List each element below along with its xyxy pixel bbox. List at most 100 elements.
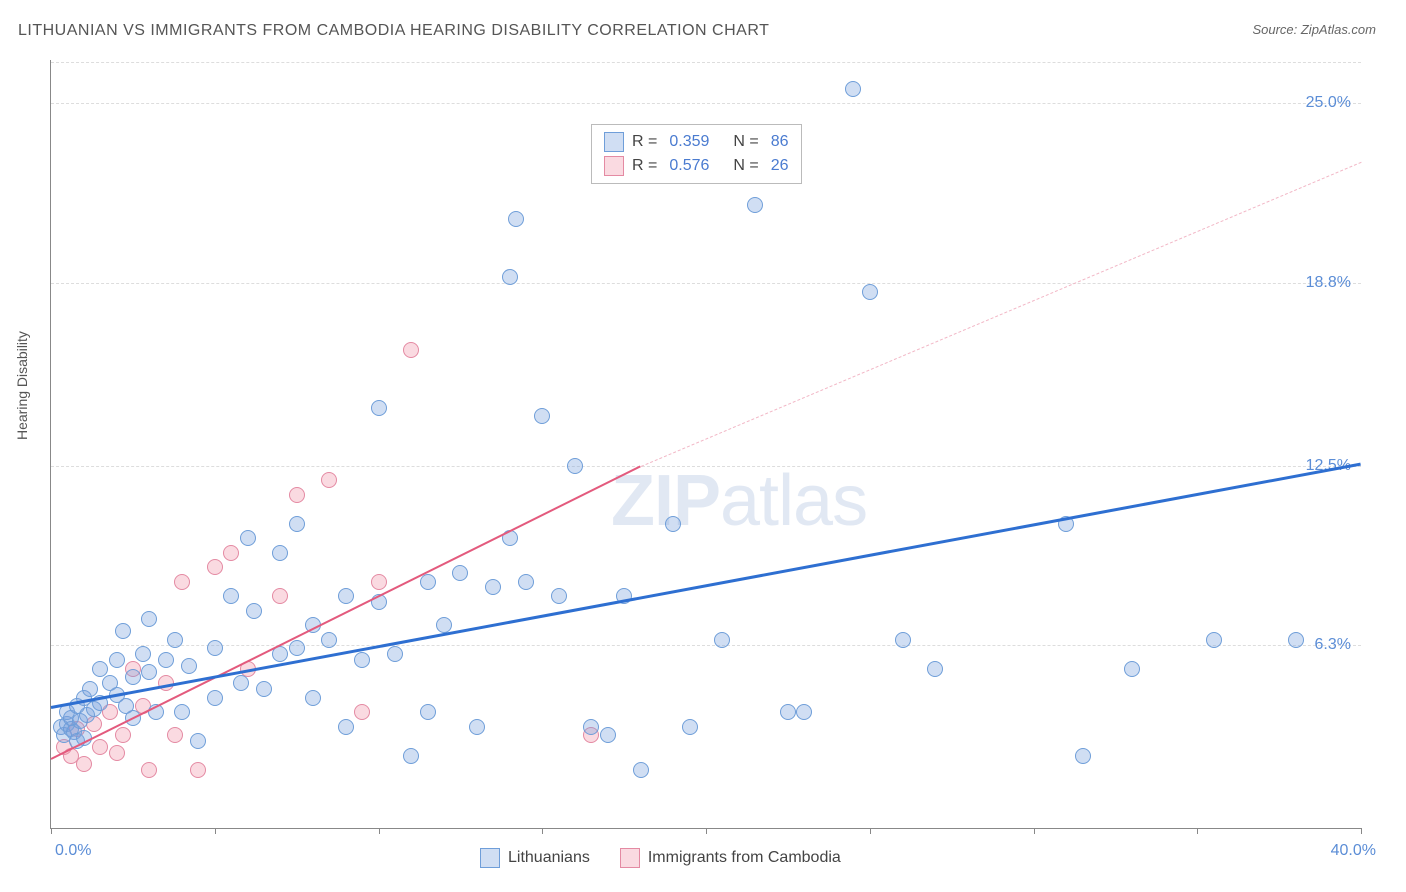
data-point — [714, 632, 730, 648]
data-point — [321, 472, 337, 488]
data-point — [305, 690, 321, 706]
data-point — [682, 719, 698, 735]
data-point — [567, 458, 583, 474]
data-point — [207, 559, 223, 575]
data-point — [115, 623, 131, 639]
data-point — [633, 762, 649, 778]
y-tick-label: 25.0% — [1306, 94, 1351, 112]
data-point — [240, 530, 256, 546]
data-point — [1124, 661, 1140, 677]
data-point — [207, 640, 223, 656]
gridline — [51, 645, 1361, 646]
x-tick — [51, 828, 52, 834]
series-a-name: Lithuanians — [508, 849, 590, 867]
data-point — [109, 745, 125, 761]
data-point — [665, 516, 681, 532]
x-tick — [706, 828, 707, 834]
data-point — [371, 400, 387, 416]
data-point — [167, 632, 183, 648]
data-point — [452, 565, 468, 581]
legend-series: Lithuanians Immigrants from Cambodia — [480, 848, 841, 868]
data-point — [354, 652, 370, 668]
gridline — [51, 283, 1361, 284]
x-axis-start-label: 0.0% — [55, 842, 91, 860]
y-tick-label: 18.8% — [1306, 274, 1351, 292]
x-tick — [379, 828, 380, 834]
data-point — [135, 646, 151, 662]
data-point — [109, 652, 125, 668]
data-point — [403, 748, 419, 764]
data-point — [354, 704, 370, 720]
legend-item-b: Immigrants from Cambodia — [620, 848, 841, 868]
data-point — [233, 675, 249, 691]
r-label-a: R = — [632, 130, 657, 154]
data-point — [141, 611, 157, 627]
data-point — [927, 661, 943, 677]
data-point — [272, 588, 288, 604]
data-point — [780, 704, 796, 720]
data-point — [190, 762, 206, 778]
plot-area: ZIPatlas R = 0.359 N = 86 R = 0.576 N = … — [50, 60, 1361, 829]
data-point — [190, 733, 206, 749]
data-point — [502, 269, 518, 285]
r-value-b: 0.576 — [669, 154, 709, 178]
data-point — [796, 704, 812, 720]
gridline — [51, 466, 1361, 467]
data-point — [338, 719, 354, 735]
data-point — [76, 756, 92, 772]
chart-title: LITHUANIAN VS IMMIGRANTS FROM CAMBODIA H… — [18, 22, 769, 40]
data-point — [272, 545, 288, 561]
data-point — [321, 632, 337, 648]
data-point — [583, 719, 599, 735]
n-value-a: 86 — [771, 130, 789, 154]
legend-row-b: R = 0.576 N = 26 — [604, 154, 789, 178]
data-point — [747, 197, 763, 213]
y-axis-label: Hearing Disability — [14, 331, 30, 440]
chart-container: LITHUANIAN VS IMMIGRANTS FROM CAMBODIA H… — [0, 0, 1406, 892]
swatch-b-icon — [620, 848, 640, 868]
x-tick — [1034, 828, 1035, 834]
data-point — [125, 669, 141, 685]
data-point — [158, 652, 174, 668]
data-point — [174, 704, 190, 720]
data-point — [485, 579, 501, 595]
x-tick — [215, 828, 216, 834]
x-tick — [1361, 828, 1362, 834]
data-point — [115, 727, 131, 743]
data-point — [403, 342, 419, 358]
data-point — [534, 408, 550, 424]
y-tick-label: 6.3% — [1315, 636, 1351, 654]
source-value: ZipAtlas.com — [1301, 22, 1376, 37]
data-point — [338, 588, 354, 604]
gridline — [51, 62, 1361, 63]
data-point — [387, 646, 403, 662]
x-axis-end-label: 40.0% — [1331, 842, 1376, 860]
data-point — [420, 704, 436, 720]
data-point — [1206, 632, 1222, 648]
legend-correlation: R = 0.359 N = 86 R = 0.576 N = 26 — [591, 124, 802, 184]
data-point — [141, 664, 157, 680]
swatch-b — [604, 156, 624, 176]
data-point — [895, 632, 911, 648]
x-tick — [1197, 828, 1198, 834]
n-value-b: 26 — [771, 154, 789, 178]
n-label-a: N = — [733, 130, 758, 154]
data-point — [1288, 632, 1304, 648]
data-point — [600, 727, 616, 743]
source-prefix: Source: — [1252, 22, 1300, 37]
data-point — [167, 727, 183, 743]
data-point — [420, 574, 436, 590]
data-point — [551, 588, 567, 604]
x-tick — [870, 828, 871, 834]
x-tick — [542, 828, 543, 834]
data-point — [862, 284, 878, 300]
watermark-light: atlas — [720, 461, 867, 541]
data-point — [289, 487, 305, 503]
data-point — [289, 516, 305, 532]
data-point — [845, 81, 861, 97]
data-point — [174, 574, 190, 590]
data-point — [207, 690, 223, 706]
data-point — [518, 574, 534, 590]
data-point — [92, 739, 108, 755]
data-point — [82, 681, 98, 697]
